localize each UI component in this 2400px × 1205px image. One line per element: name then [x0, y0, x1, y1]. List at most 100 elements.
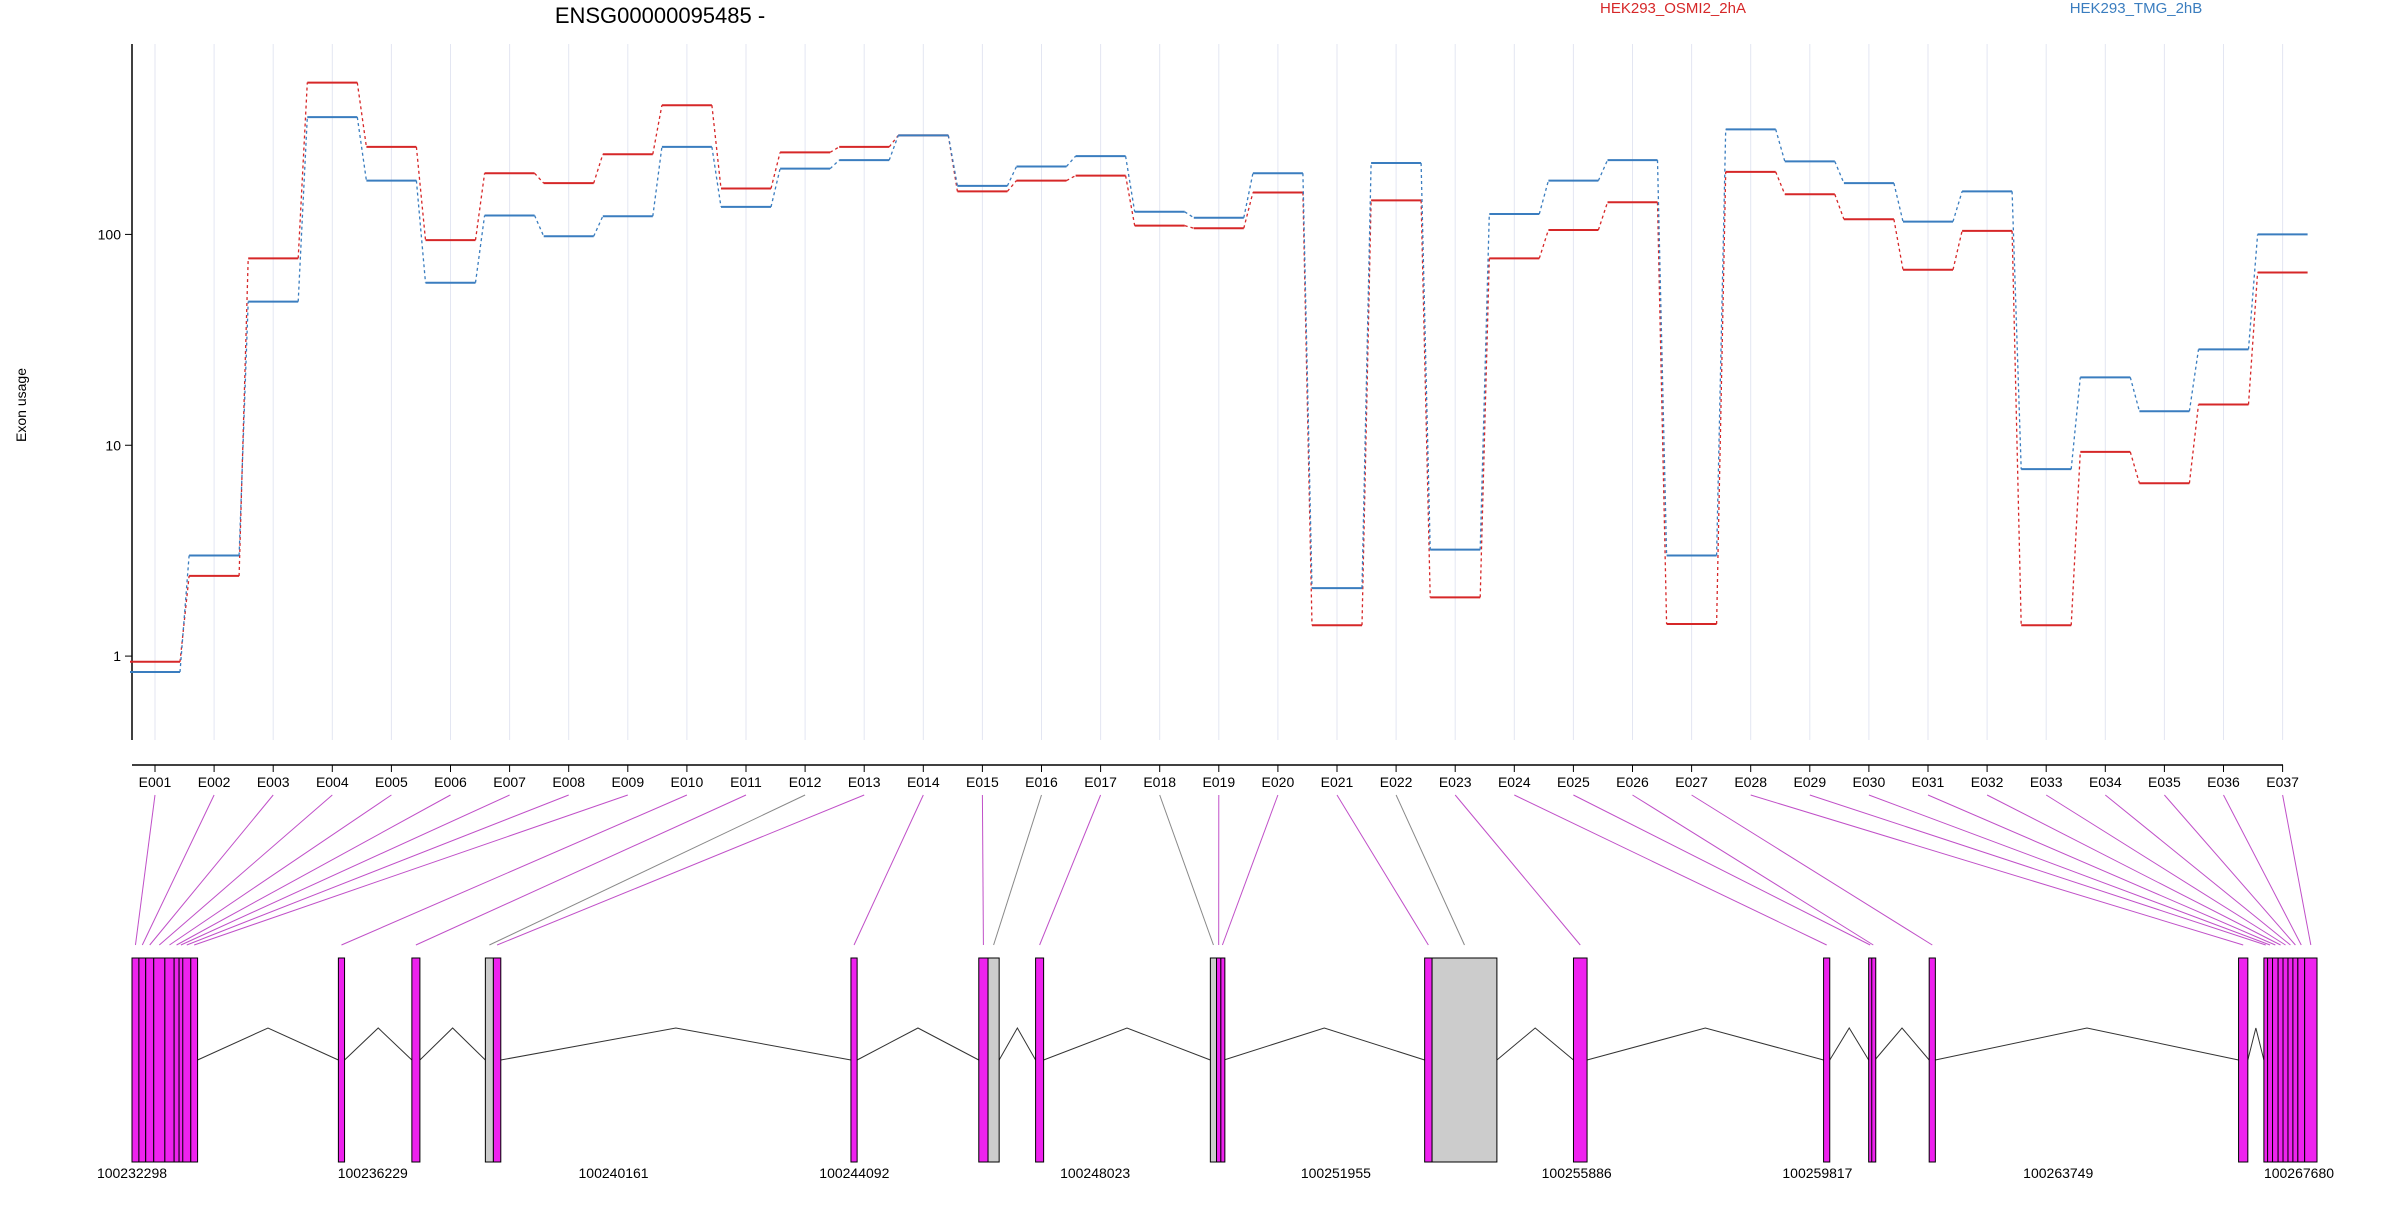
x-tick-label-E035: E035: [2148, 774, 2181, 790]
series-1-step-E023: [1480, 258, 1489, 597]
connector-E007: [181, 795, 510, 945]
exon-block-E018: [1210, 958, 1216, 1162]
series-2-step-E035: [2189, 349, 2198, 411]
exon-block-E037: [2305, 958, 2317, 1162]
connector-E018: [1160, 795, 1214, 945]
x-tick-label-E009: E009: [611, 774, 644, 790]
exon-block-E023: [1573, 958, 1587, 1162]
axes: [132, 44, 2283, 765]
x-tick-label-E015: E015: [966, 774, 999, 790]
connector-E003: [150, 795, 273, 945]
exon-block-E016: [988, 958, 999, 1162]
series-2-step-E019: [1244, 173, 1253, 217]
connector-E031: [1928, 795, 2275, 945]
series-1-step-E027: [1717, 172, 1726, 624]
x-tick-label-E025: E025: [1557, 774, 1590, 790]
x-tick-label-E023: E023: [1439, 774, 1472, 790]
x-tick-label-E010: E010: [671, 774, 704, 790]
x-tick-label-E013: E013: [848, 774, 881, 790]
x-tick-label-E028: E028: [1734, 774, 1767, 790]
series-1-step-E025: [1598, 202, 1607, 230]
series-2-step-E015: [1007, 166, 1016, 185]
exon-block-E017: [1036, 958, 1044, 1162]
x-tick-label-E002: E002: [198, 774, 231, 790]
x-tick-label-E034: E034: [2089, 774, 2122, 790]
series-2-step-E014: [948, 135, 957, 185]
series-1-step-E016: [1067, 176, 1076, 181]
series-2-step-E013: [889, 135, 898, 160]
connector-E015: [982, 795, 983, 945]
series-1-step-E029: [1835, 194, 1844, 219]
x-tick-label-E011: E011: [730, 774, 762, 790]
exon-block-E012: [485, 958, 493, 1162]
series-1-step-E006: [476, 173, 485, 240]
exon-block-E001: [132, 958, 139, 1162]
x-tick-label-E032: E032: [1971, 774, 2004, 790]
series-2-step-E033: [2071, 377, 2080, 469]
exon-block-E011: [412, 958, 420, 1162]
series-2-step-E025: [1598, 160, 1607, 180]
series-2-step-E018: [1185, 212, 1194, 218]
series-1-step-E017: [1126, 176, 1135, 226]
connector-E009: [194, 795, 628, 945]
exon-block-E035: [2293, 958, 2298, 1162]
series-2-step-E030: [1894, 183, 1903, 221]
exon-block-E002: [139, 958, 146, 1162]
exon-block-E027: [1929, 958, 1935, 1162]
x-tick-label-E001: E001: [139, 774, 172, 790]
coordinate-label-1: 100236229: [338, 1165, 408, 1181]
series-2-step-E028: [1776, 129, 1785, 161]
connector-E014: [854, 795, 923, 945]
series-2-step-E029: [1835, 161, 1844, 183]
x-tick-label-E014: E014: [907, 774, 940, 790]
intron-E020-E021: [1224, 1028, 1425, 1060]
exon-block-E010: [338, 958, 344, 1162]
intron-E016-E017: [999, 1028, 1035, 1060]
gene-model-track: [132, 958, 2317, 1162]
exon-block-E014: [851, 958, 857, 1162]
legend-series-1: HEK293_OSMI2_2hA: [1600, 0, 1746, 17]
vertical-grid: [155, 44, 2283, 740]
series-2-step-E021: [1362, 163, 1371, 588]
exon-block-E030: [2268, 958, 2273, 1162]
x-tick-label-E003: E003: [257, 774, 290, 790]
intron-E010-E011: [345, 1028, 412, 1060]
intron-E011-E012: [420, 1028, 485, 1060]
coordinate-label-8: 100263749: [2023, 1165, 2093, 1181]
coordinate-label-6: 100255886: [1542, 1165, 1612, 1181]
connector-E010: [341, 795, 686, 945]
exon-block-E004: [154, 958, 165, 1162]
series-2-step-E022: [1421, 163, 1430, 550]
series-1-step-E036: [2249, 272, 2258, 404]
exon-block-E021: [1425, 958, 1432, 1162]
series-2-step-E026: [1658, 160, 1667, 555]
connector-E011: [416, 795, 746, 945]
series-2-step-E012: [830, 160, 839, 169]
x-tick-label-E020: E020: [1262, 774, 1295, 790]
connector-E035: [2164, 795, 2295, 945]
x-tick-label-E022: E022: [1380, 774, 1413, 790]
series-1-step-E013: [889, 135, 898, 147]
y-tick-label-2: 100: [98, 226, 122, 242]
series-1-step-E021: [1362, 200, 1371, 625]
x-tick-label-E012: E012: [789, 774, 822, 790]
series-1-step-E022: [1421, 200, 1430, 597]
series-2-step-E034: [2130, 377, 2139, 411]
series-1-step-E011: [771, 152, 780, 188]
connector-E022: [1396, 795, 1464, 945]
connector-E006: [177, 795, 451, 945]
y-tick-label-1: 10: [105, 437, 121, 453]
series-1-step-E018: [1185, 226, 1194, 229]
connector-E005: [169, 795, 391, 945]
series-2-step-E011: [771, 169, 780, 207]
coordinate-label-3: 100244092: [819, 1165, 889, 1181]
series-2-step-E002: [239, 302, 248, 556]
exon-block-E013: [493, 958, 500, 1162]
intron-E028-E029: [2248, 1028, 2264, 1060]
x-tick-label-E018: E018: [1143, 774, 1176, 790]
y-axis-label: Exon usage: [13, 368, 29, 442]
connector-E008: [187, 795, 569, 945]
coordinate-label-9: 100267680: [2264, 1165, 2334, 1181]
